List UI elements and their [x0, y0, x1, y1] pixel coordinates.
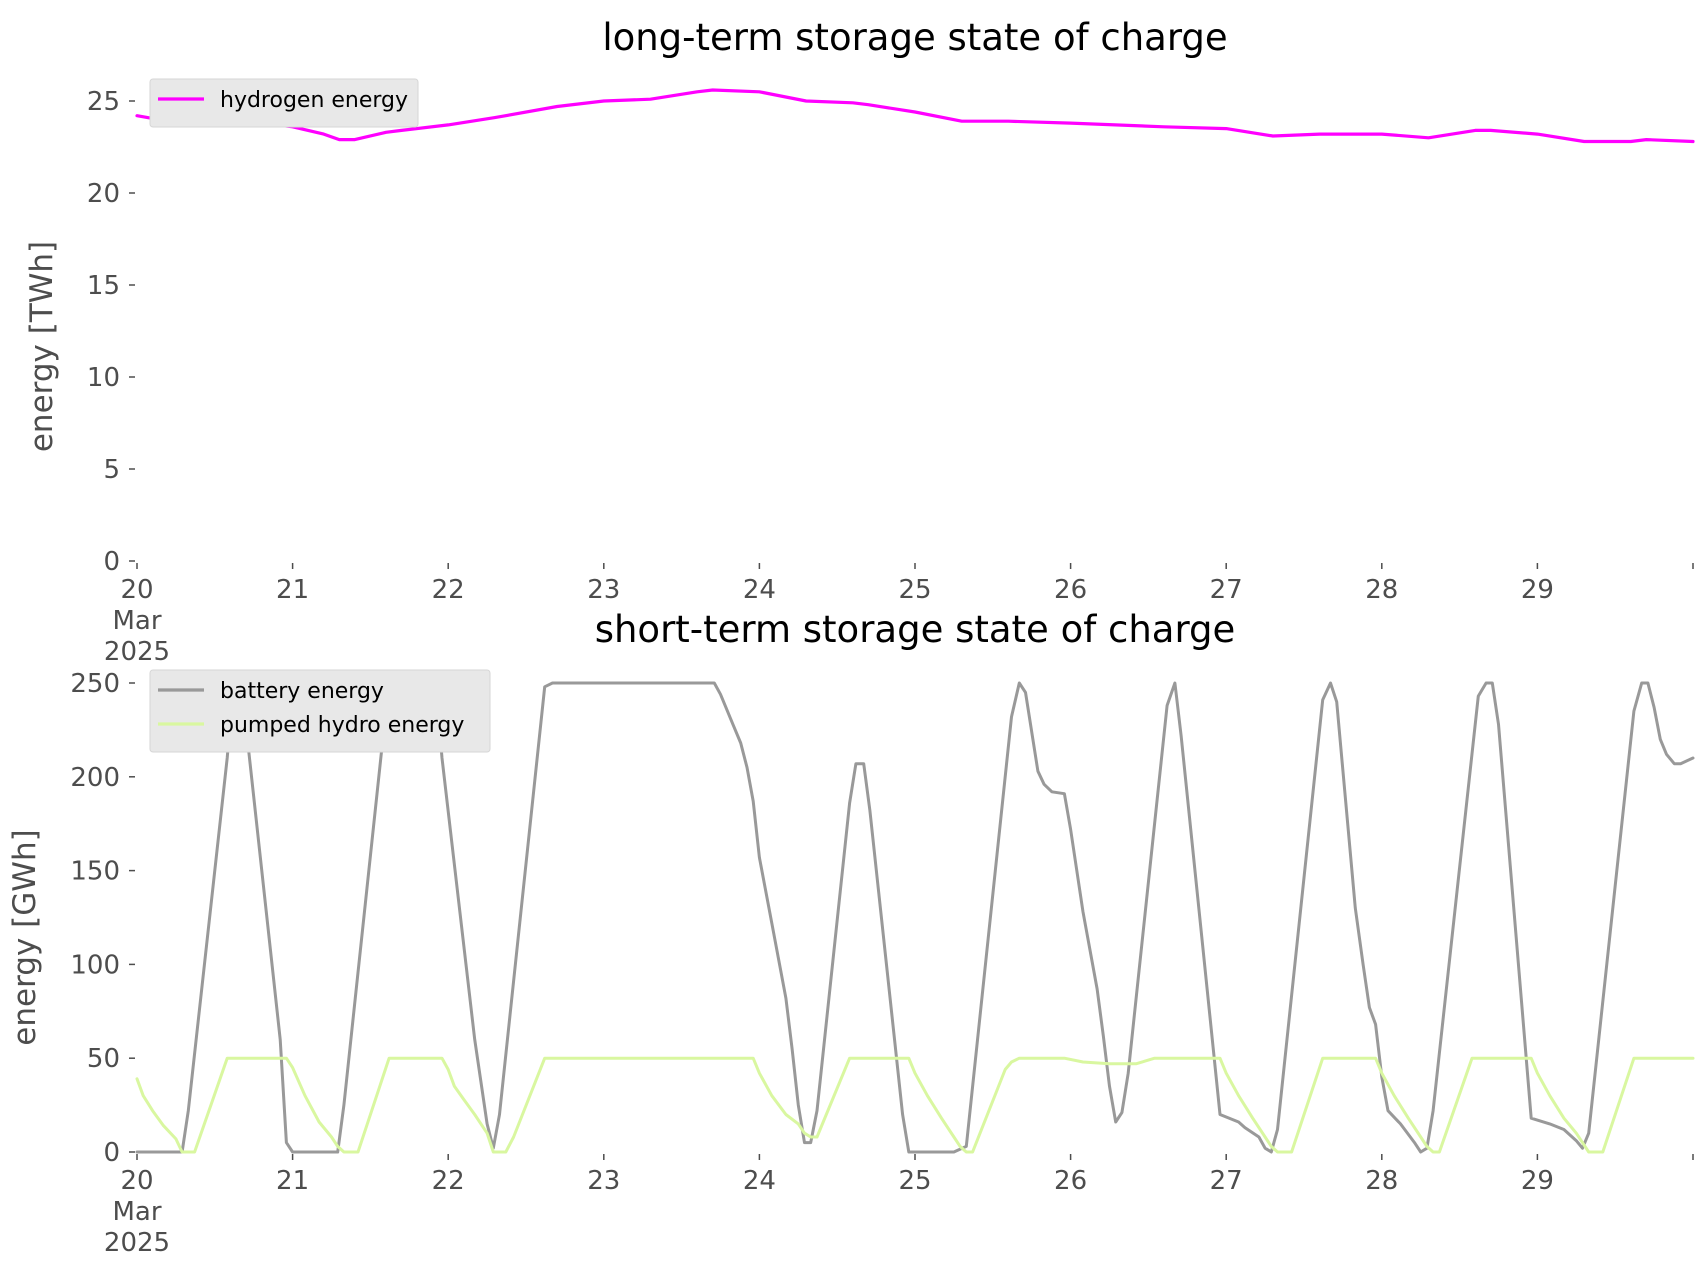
x-tick-label: 23: [587, 1166, 620, 1196]
y-tick-label: 20: [87, 179, 120, 209]
chart-title: long-term storage state of charge: [602, 16, 1227, 59]
legend-label: hydrogen energy: [220, 88, 408, 113]
x-tick-label: 25: [898, 575, 931, 605]
x-tick-label: 20: [120, 1166, 153, 1196]
y-tick-label: 50: [87, 1044, 120, 1074]
x-tick-label: 20: [120, 575, 153, 605]
y-tick-label: 250: [70, 669, 120, 699]
y-tick-label: 150: [70, 857, 120, 887]
x-tick-label: 29: [1521, 575, 1554, 605]
y-tick-label: 0: [103, 1138, 120, 1168]
legend-box: [149, 78, 419, 128]
x-tick-label: 26: [1054, 575, 1087, 605]
y-axis-label: energy [GWh]: [7, 829, 43, 1045]
x-tick-label: 28: [1365, 575, 1398, 605]
x-tick-label: 2025: [104, 1228, 170, 1258]
y-tick-label: 10: [87, 363, 120, 393]
series-line-pumped-hydro-energy: [135, 1056, 1695, 1154]
legend: battery energy pumped hydro energy: [149, 669, 491, 753]
x-tick-label: Mar: [112, 1197, 161, 1227]
short-term-chart: short-term storage state of charge energy…: [7, 608, 1695, 1258]
y-tick-label: 100: [70, 950, 120, 980]
x-tick-label: 21: [276, 575, 309, 605]
legend: hydrogen energy: [149, 78, 419, 128]
long-term-chart: long-term storage state of charge energy …: [24, 16, 1695, 667]
x-tick-label: 22: [432, 1166, 465, 1196]
x-tick-label: 27: [1210, 575, 1243, 605]
x-tick-label: 24: [743, 575, 776, 605]
chart-title: short-term storage state of charge: [595, 608, 1236, 651]
y-axis-label: energy [TWh]: [24, 241, 60, 452]
legend-label: pumped hydro energy: [220, 713, 464, 738]
x-tick-label: 25: [898, 1166, 931, 1196]
y-tick-label: 0: [103, 547, 120, 577]
x-tick-label: 24: [743, 1166, 776, 1196]
x-tick-label: 21: [276, 1166, 309, 1196]
legend-box: [149, 669, 491, 753]
x-tick-label: 2025: [104, 637, 170, 667]
y-tick-label: 25: [87, 87, 120, 117]
y-tick-label: 200: [70, 763, 120, 793]
legend-label: battery energy: [220, 679, 384, 704]
x-tick-label: 22: [432, 575, 465, 605]
x-tick-label: 27: [1210, 1166, 1243, 1196]
series-line-battery-energy: [135, 681, 1695, 1154]
x-tick-label: 26: [1054, 1166, 1087, 1196]
x-tick-label: 28: [1365, 1166, 1398, 1196]
x-tick-label: Mar: [112, 606, 161, 636]
y-tick-label: 5: [103, 455, 120, 485]
x-tick-label: 29: [1521, 1166, 1554, 1196]
x-tick-label: 23: [587, 575, 620, 605]
y-tick-label: 15: [87, 271, 120, 301]
